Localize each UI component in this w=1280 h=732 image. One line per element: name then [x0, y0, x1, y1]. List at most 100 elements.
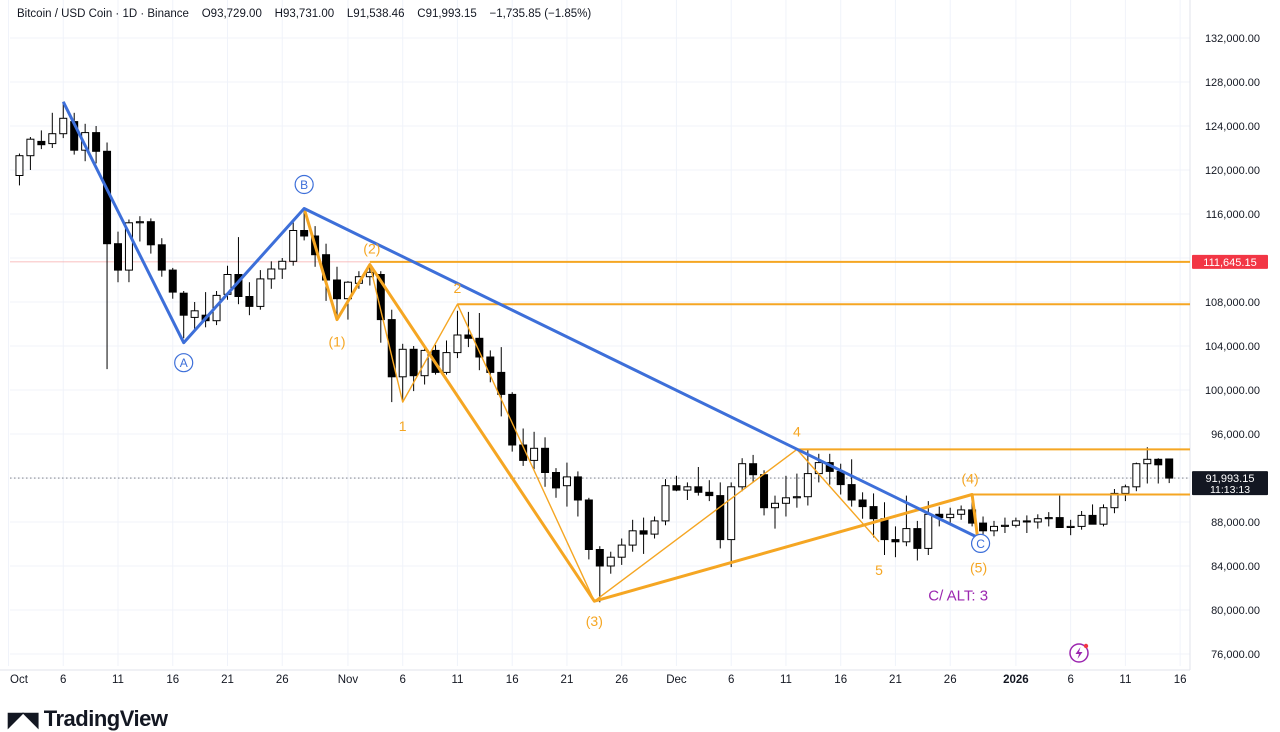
candle[interactable]: [684, 482, 691, 500]
candle[interactable]: [115, 232, 122, 283]
candle[interactable]: [1089, 504, 1096, 524]
candle[interactable]: [706, 480, 713, 501]
candle[interactable]: [717, 482, 724, 548]
wave-label: 5: [875, 562, 883, 578]
candle[interactable]: [1133, 463, 1140, 492]
lightning-icon[interactable]: [1070, 644, 1088, 662]
candle-body-down: [640, 531, 647, 534]
orange-wave-major[interactable]: [304, 209, 977, 602]
candle[interactable]: [268, 261, 275, 289]
candle[interactable]: [93, 126, 100, 163]
candle[interactable]: [914, 521, 921, 561]
candle[interactable]: [476, 313, 483, 370]
candle[interactable]: [487, 350, 494, 382]
candle[interactable]: [596, 546, 603, 602]
candle-body-up: [607, 557, 614, 566]
candle[interactable]: [49, 113, 56, 148]
price-axis[interactable]: 76,000.0080,000.0084,000.0088,000.0096,0…: [1191, 0, 1280, 670]
candle[interactable]: [136, 216, 143, 241]
time-tick-label: 11: [1119, 674, 1131, 686]
candle-body-down: [848, 485, 855, 500]
candle-body-up: [651, 521, 658, 534]
candle[interactable]: [651, 517, 658, 539]
candle[interactable]: [1155, 458, 1162, 483]
candle[interactable]: [410, 346, 417, 391]
time-tick-label: Nov: [338, 674, 359, 686]
time-tick-label: 2026: [1003, 674, 1029, 686]
candle[interactable]: [859, 492, 866, 518]
candle[interactable]: [991, 521, 998, 536]
candle[interactable]: [881, 502, 888, 555]
candle[interactable]: [1001, 518, 1008, 533]
candle[interactable]: [848, 459, 855, 506]
candle[interactable]: [1078, 511, 1085, 530]
candle-body-up: [728, 487, 735, 540]
countdown-text: 11:13:13: [1210, 484, 1250, 496]
candle[interactable]: [16, 154, 23, 186]
candle[interactable]: [793, 474, 800, 508]
candle[interactable]: [1034, 514, 1041, 528]
candle[interactable]: [104, 143, 111, 370]
candle[interactable]: [1045, 512, 1052, 526]
candle[interactable]: [235, 237, 242, 304]
alert-price-tag[interactable]: 111,645.15: [1192, 255, 1268, 269]
candle[interactable]: [454, 311, 461, 358]
candle[interactable]: [169, 268, 176, 299]
candle[interactable]: [695, 467, 702, 496]
candle[interactable]: [892, 526, 899, 557]
candle[interactable]: [607, 552, 614, 574]
candle[interactable]: [246, 282, 253, 315]
tradingview-logo[interactable]: ◤◥TradingView: [8, 706, 167, 732]
candle[interactable]: [980, 517, 987, 536]
symbol-title[interactable]: Bitcoin / USD Coin · 1D · Binance: [17, 8, 189, 20]
candle[interactable]: [279, 258, 286, 279]
candle[interactable]: [553, 468, 560, 498]
candle[interactable]: [1122, 485, 1129, 502]
candle[interactable]: [1056, 496, 1063, 528]
candle[interactable]: [826, 454, 833, 485]
candle[interactable]: [290, 221, 297, 266]
candle[interactable]: [804, 449, 811, 505]
candle[interactable]: [1166, 459, 1173, 483]
candle[interactable]: [728, 482, 735, 567]
candle[interactable]: [1111, 489, 1118, 513]
candle[interactable]: [782, 476, 789, 517]
candle[interactable]: [1100, 504, 1107, 526]
candle-body-up: [563, 477, 570, 486]
candle[interactable]: [257, 270, 264, 310]
candle-body-down: [301, 231, 308, 237]
candle[interactable]: [870, 493, 877, 537]
candle[interactable]: [958, 506, 965, 520]
candle-body-up: [257, 279, 264, 307]
candle[interactable]: [1012, 518, 1019, 528]
candle[interactable]: [147, 218, 154, 253]
candle[interactable]: [574, 471, 581, 516]
candle-body-down: [914, 529, 921, 549]
candle[interactable]: [38, 130, 45, 149]
candle[interactable]: [772, 496, 779, 529]
candle-body-up: [290, 231, 297, 262]
candle[interactable]: [739, 458, 746, 491]
candle[interactable]: [180, 291, 187, 338]
candle[interactable]: [27, 137, 34, 170]
candle[interactable]: [662, 479, 669, 525]
candle[interactable]: [1023, 515, 1030, 533]
candle[interactable]: [925, 501, 932, 555]
candle-body-up: [1100, 508, 1107, 525]
candle-body-up: [1144, 459, 1151, 463]
candle[interactable]: [158, 238, 165, 277]
candle[interactable]: [761, 470, 768, 515]
candle[interactable]: [563, 463, 570, 507]
candle[interactable]: [640, 518, 647, 554]
candle[interactable]: [542, 437, 549, 487]
candle-body-up: [1067, 526, 1074, 527]
candle[interactable]: [629, 520, 636, 552]
wave-label-b: B: [300, 178, 308, 192]
price-tick-label: 124,000.00: [1205, 121, 1260, 133]
candle[interactable]: [585, 498, 592, 560]
candle[interactable]: [618, 539, 625, 565]
